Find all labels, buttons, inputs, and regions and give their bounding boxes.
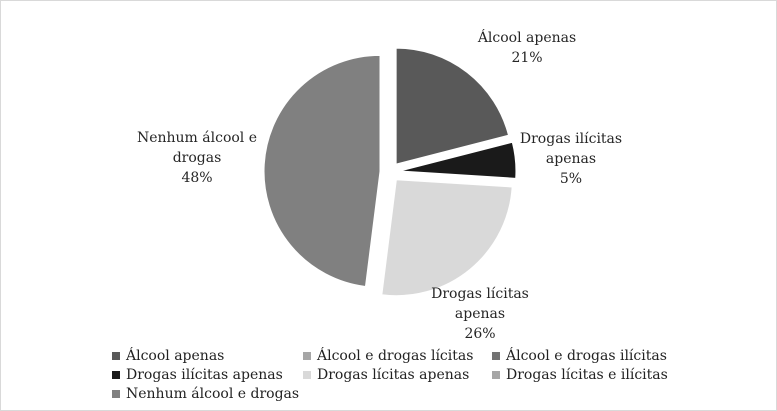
legend-label: Drogas lícitas apenas [317,367,470,383]
legend-item: Drogas ilícitas apenas [112,366,283,384]
legend-label: Drogas lícitas e ilícitas [506,367,668,383]
legend-swatch [112,352,120,360]
slice-data-label-0: Álcool apenas 21% [477,28,576,66]
pie-slices [263,47,517,297]
legend-label: Drogas ilícitas apenas [126,367,283,383]
legend-swatch [492,371,500,379]
legend-item: Drogas lícitas e ilícitas [492,366,668,384]
legend-swatch [303,371,311,379]
slice-data-label-3: Nenhum álcool e drogas 48% [137,130,257,186]
pie-slice-2 [381,179,513,297]
legend-item: Álcool apenas [112,347,224,365]
pie-slice-3 [263,54,381,288]
legend-item: Álcool e drogas ilícitas [492,347,667,365]
legend-item: Drogas lícitas apenas [303,366,469,384]
legend-swatch [112,371,120,379]
legend-item: Álcool e drogas lícitas [303,347,473,365]
slice-data-label-1: Drogas ilícitas apenas 5% [520,131,622,187]
legend-swatch [303,352,311,360]
legend-swatch [492,352,500,360]
legend-label: Álcool e drogas lícitas [317,348,474,364]
legend-label: Álcool apenas [126,348,225,364]
pie-slice-0 [395,47,510,165]
pie-labels: Álcool apenas 21% Drogas ilícitas apenas 5% D… [137,28,622,342]
pie-slice-1 [399,141,517,179]
legend-swatch [112,390,120,398]
slice-data-label-2: Drogas lícitas apenas 26% [431,286,529,342]
legend-item: Nenhum álcool e drogas [112,385,299,403]
legend-label: Nenhum álcool e drogas [126,386,300,402]
legend-label: Álcool e drogas ilícitas [506,348,667,364]
